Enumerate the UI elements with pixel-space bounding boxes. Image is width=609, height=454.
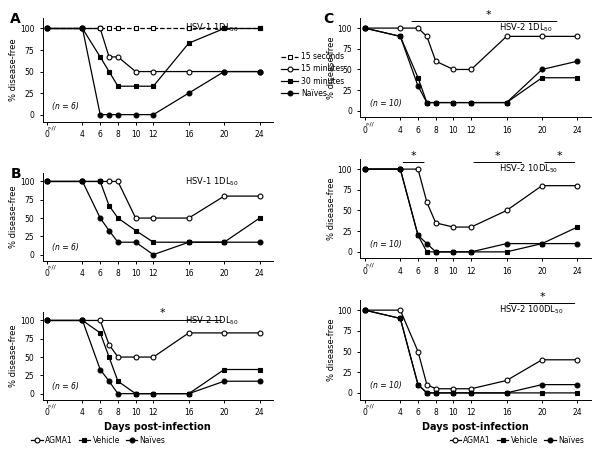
Y-axis label: % disease-free: % disease-free: [9, 324, 18, 387]
Text: (n = 6): (n = 6): [52, 243, 79, 252]
Text: HSV-2 100DL$_{50}$: HSV-2 100DL$_{50}$: [499, 303, 563, 316]
Text: *: *: [410, 151, 417, 161]
Text: *: *: [160, 308, 165, 318]
Y-axis label: % disease-free: % disease-free: [327, 319, 336, 381]
Text: HSV-2 1DL$_{50}$: HSV-2 1DL$_{50}$: [185, 314, 239, 327]
X-axis label: Days post-infection: Days post-infection: [422, 422, 529, 432]
Legend: 15 seconds, 15 minutes, 30 minutes, Naïves: 15 seconds, 15 minutes, 30 minutes, Naïv…: [281, 52, 345, 98]
Text: (n = 6): (n = 6): [52, 382, 79, 391]
Text: r-//: r-//: [48, 264, 56, 269]
Text: A: A: [10, 12, 21, 26]
Legend: AGMA1, Vehicle, Naïves: AGMA1, Vehicle, Naïves: [28, 433, 169, 448]
Legend: AGMA1, Vehicle, Naïves: AGMA1, Vehicle, Naïves: [446, 433, 587, 448]
Text: *: *: [539, 292, 545, 302]
Text: *: *: [557, 151, 563, 161]
Text: r-//: r-//: [365, 404, 374, 409]
Y-axis label: % disease-free: % disease-free: [9, 39, 18, 101]
Text: *: *: [486, 10, 491, 20]
Text: r-//: r-//: [48, 403, 56, 408]
Text: r-//: r-//: [365, 122, 374, 127]
Text: B: B: [10, 168, 21, 182]
Y-axis label: % disease-free: % disease-free: [9, 185, 18, 248]
Text: (n = 10): (n = 10): [370, 380, 401, 390]
Text: (n = 6): (n = 6): [52, 102, 79, 111]
Text: (n = 10): (n = 10): [370, 99, 401, 108]
Text: (n = 10): (n = 10): [370, 240, 401, 249]
Text: HSV-2 1DL$_{50}$: HSV-2 1DL$_{50}$: [499, 21, 552, 34]
X-axis label: Days post-infection: Days post-infection: [104, 422, 211, 432]
Text: C: C: [323, 12, 334, 26]
Y-axis label: % disease-free: % disease-free: [327, 178, 336, 240]
Text: HSV-2 10DL$_{50}$: HSV-2 10DL$_{50}$: [499, 162, 558, 175]
Y-axis label: % disease-free: % disease-free: [327, 36, 336, 99]
Text: *: *: [495, 151, 501, 161]
Text: r-//: r-//: [365, 262, 374, 267]
Text: HSV-1 1DL$_{50}$: HSV-1 1DL$_{50}$: [185, 175, 239, 188]
Text: r-//: r-//: [48, 126, 56, 131]
Text: HSV-1 1DL$_{50}$: HSV-1 1DL$_{50}$: [185, 21, 239, 34]
